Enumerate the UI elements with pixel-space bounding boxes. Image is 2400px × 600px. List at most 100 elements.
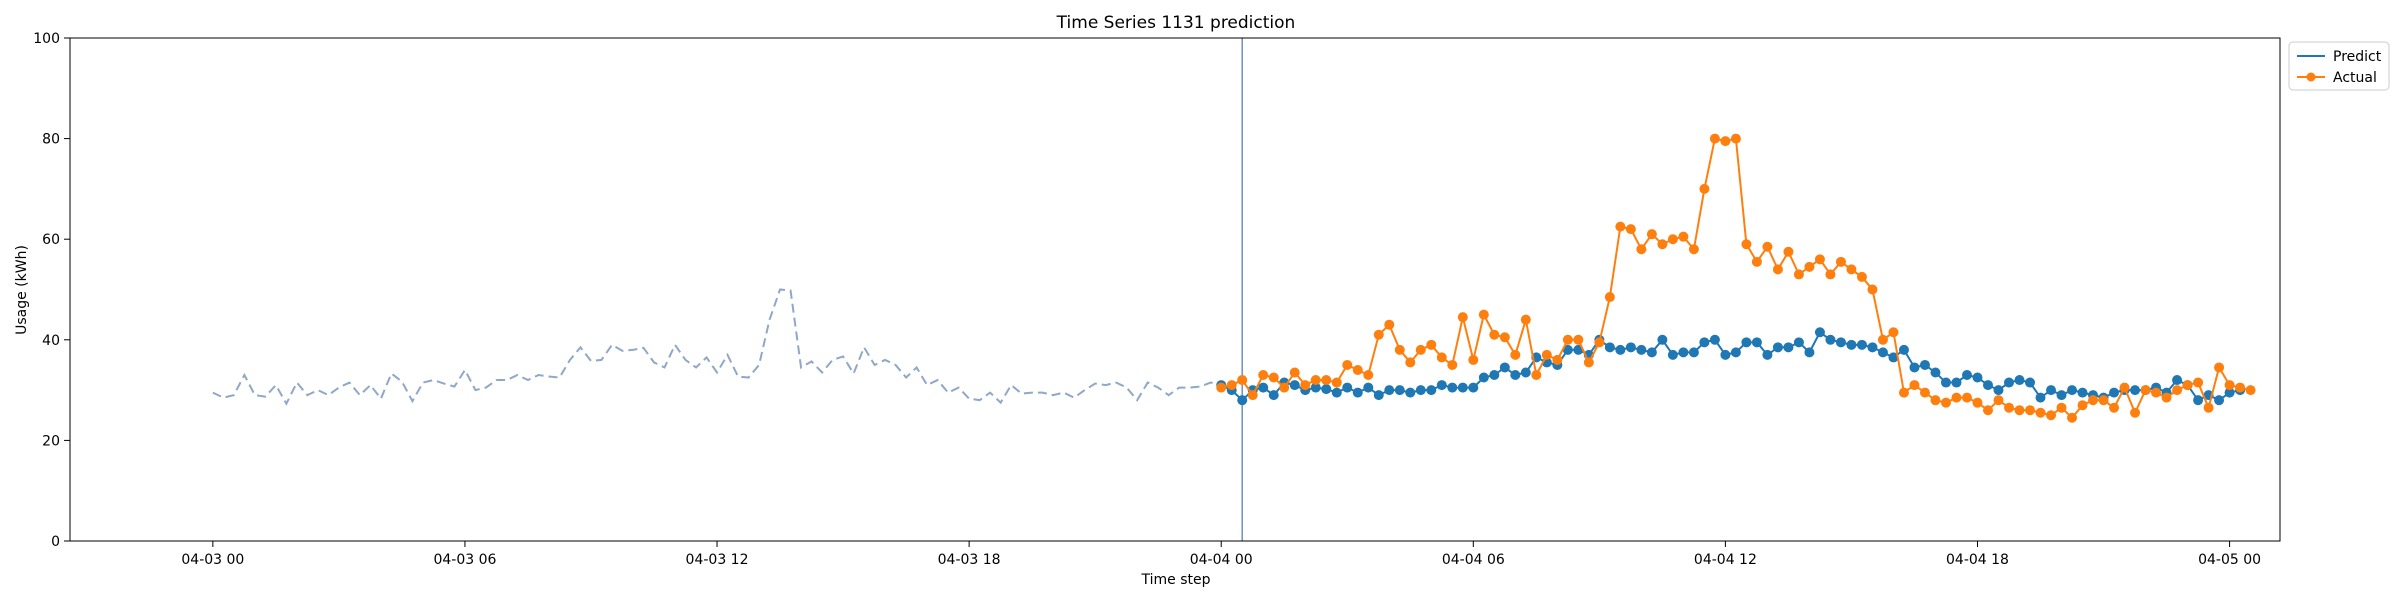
legend: Predict Actual (2288, 41, 2390, 91)
actual-point (1909, 380, 1920, 391)
predict-point (1667, 349, 1678, 360)
predict-point (1457, 382, 1468, 393)
actual-point (2172, 385, 2183, 396)
actual-point (1804, 261, 1815, 272)
predict-point (1961, 370, 1972, 381)
predict-point (1804, 347, 1815, 358)
actual-point (1730, 133, 1741, 144)
actual-point (1226, 380, 1237, 391)
predict-point (1793, 337, 1804, 348)
predict-point (1709, 334, 1720, 345)
predict-point (1888, 352, 1899, 363)
actual-point (1499, 332, 1510, 343)
actual-point (1510, 349, 1521, 360)
actual-point (1583, 357, 1594, 368)
predict-point (1615, 344, 1626, 355)
predict-point (1993, 385, 2004, 396)
predict-point (1310, 382, 1321, 393)
actual-point (2046, 410, 2057, 421)
y-tick-label: 60 (42, 232, 60, 248)
actual-point (2182, 380, 2193, 391)
actual-point (2067, 412, 2078, 423)
actual-point (2056, 402, 2067, 413)
legend-marker-actual (2306, 72, 2316, 82)
predict-point (1489, 370, 1500, 381)
predict-point (1237, 395, 1248, 406)
predict-point (2014, 375, 2025, 386)
predict-point (1510, 370, 1521, 381)
actual-point (2245, 385, 2256, 396)
actual-point (1856, 271, 1867, 282)
actual-point (2098, 395, 2109, 406)
actual-point (1279, 382, 1290, 393)
predict-point (2025, 377, 2036, 388)
actual-point (2224, 380, 2235, 391)
predict-point (1426, 385, 1437, 396)
predict-point (1741, 337, 1752, 348)
y-tick-label: 100 (33, 31, 60, 47)
predict-point (1783, 342, 1794, 353)
predict-point (1436, 380, 1447, 391)
actual-point (1783, 246, 1794, 257)
predict-point (2214, 395, 2225, 406)
predict-point (2172, 375, 2183, 386)
y-axis-label: Usage (kWh) (14, 245, 30, 335)
actual-point (2151, 387, 2162, 398)
predict-point (2056, 390, 2067, 401)
axes-frame (69, 37, 2281, 542)
predict-point (1919, 359, 1930, 370)
predict-point (1352, 387, 1363, 398)
x-tick-label: 04-04 12 (1694, 552, 1757, 568)
predict-point (2046, 385, 2057, 396)
predict-point (1856, 339, 1867, 350)
predict-point (1258, 382, 1269, 393)
actual-point (1394, 344, 1405, 355)
actual-point (2077, 400, 2088, 411)
predict-point (1688, 347, 1699, 358)
actual-point (1457, 312, 1468, 323)
predict-point (1468, 382, 1479, 393)
actual-point (2193, 377, 2204, 388)
predict-point (1930, 367, 1941, 378)
predict-point (1289, 380, 1300, 391)
predict-point (1982, 380, 1993, 391)
actual-point (1342, 359, 1353, 370)
actual-point (2025, 405, 2036, 416)
actual-point (1919, 387, 1930, 398)
actual-point (2088, 395, 2099, 406)
predict-point (2193, 395, 2204, 406)
predict-point (1972, 372, 1983, 383)
actual-point (2140, 385, 2151, 396)
actual-point (1289, 367, 1300, 378)
actual-point (1384, 319, 1395, 330)
actual-point (1426, 339, 1437, 350)
predict-point (2224, 387, 2235, 398)
actual-point (1478, 309, 1489, 320)
actual-point (1720, 136, 1731, 147)
x-tick-label: 04-05 00 (2198, 552, 2261, 568)
predict-point (1720, 349, 1731, 360)
x-tick-label: 04-04 00 (1190, 552, 1253, 568)
predict-point (2077, 387, 2088, 398)
actual-point (1793, 269, 1804, 280)
predict-point (1447, 382, 1458, 393)
x-axis-label: Time step (1141, 572, 1211, 588)
actual-point (1258, 370, 1269, 381)
predict-point (1678, 347, 1689, 358)
predict-point (1384, 385, 1395, 396)
predict-point (1499, 362, 1510, 373)
actual-point (1961, 392, 1972, 403)
actual-point (1552, 354, 1563, 365)
actual-point (1573, 334, 1584, 345)
actual-point (1373, 329, 1384, 340)
predict-point (1772, 342, 1783, 353)
actual-point (1405, 357, 1416, 368)
actual-point (1268, 372, 1279, 383)
predict-point (2035, 392, 2046, 403)
x-tick-label: 04-04 06 (1442, 552, 1505, 568)
series-layer (212, 38, 2256, 541)
actual-point (1321, 375, 1332, 386)
predict-point (1867, 342, 1878, 353)
y-tick-label: 0 (51, 534, 60, 550)
